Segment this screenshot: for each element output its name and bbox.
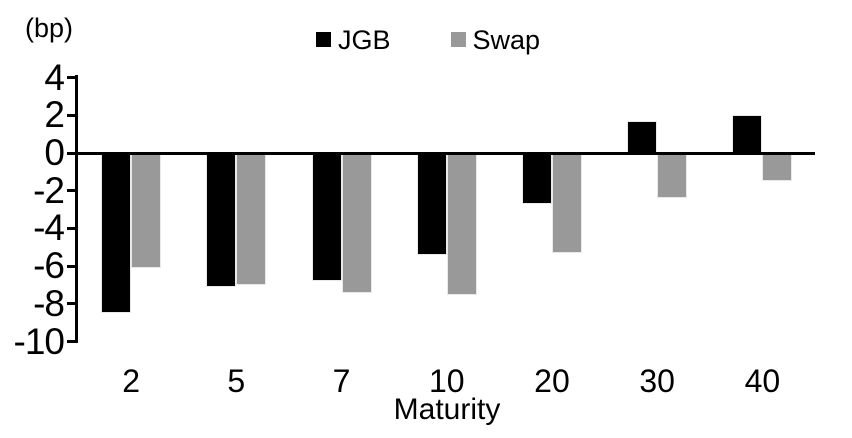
y-axis-tick-label: 4 [44, 56, 65, 98]
x-axis-tick-label: 20 [534, 363, 570, 399]
y-axis-tick [67, 264, 77, 268]
y-axis-tick [67, 151, 77, 155]
y-axis-tick-label: -8 [33, 282, 65, 324]
swap-legend-swatch-icon [450, 32, 466, 47]
bar-swap-maturity-2 [131, 153, 162, 269]
legend-item-jgb: JGB [316, 25, 391, 55]
y-axis-tick [67, 226, 77, 230]
legend-label-jgb: JGB [338, 25, 391, 55]
y-axis-tick-label: -10 [13, 320, 65, 362]
zero-baseline [75, 151, 815, 155]
bar-jgb-maturity-10 [416, 153, 447, 255]
x-axis-tick-label: 2 [122, 363, 140, 399]
legend: JGB Swap [316, 25, 540, 55]
x-axis-tick-label: 7 [332, 363, 351, 399]
y-axis-unit-label: (bp) [25, 13, 74, 43]
bar-swap-maturity-7 [341, 153, 372, 293]
y-axis-tick-label: -2 [33, 169, 65, 211]
bar-jgb-maturity-40 [732, 115, 763, 153]
y-axis-tick-label: 2 [44, 94, 65, 136]
bar-swap-maturity-30 [657, 153, 688, 199]
y-axis-tick [67, 76, 77, 80]
bar-jgb-maturity-30 [627, 120, 658, 153]
y-axis-tick-label: 0 [44, 132, 65, 173]
bar-jgb-maturity-2 [101, 153, 132, 314]
bar-jgb-maturity-7 [311, 153, 342, 282]
x-axis-title: Maturity [393, 393, 501, 426]
bar-swap-maturity-5 [236, 153, 267, 286]
x-axis-tick-label: 30 [639, 363, 675, 399]
x-axis-tick-label: 5 [227, 363, 246, 399]
bar-jgb-maturity-20 [521, 153, 552, 204]
jgb-legend-swatch-icon [316, 32, 331, 47]
x-axis-tick-label: 40 [744, 363, 781, 399]
y-axis-tick-label: -4 [33, 207, 65, 249]
y-axis-tick [67, 302, 77, 306]
y-axis-line [75, 75, 78, 343]
y-axis-tick-label: -6 [33, 245, 65, 287]
bar-swap-maturity-40 [762, 153, 793, 182]
bar-jgb-maturity-5 [206, 153, 237, 287]
bar-swap-maturity-20 [551, 153, 582, 253]
legend-item-swap: Swap [450, 25, 541, 55]
y-axis-tick [67, 113, 77, 117]
legend-label-swap: Swap [472, 25, 541, 55]
x-axis-tick-label: 10 [428, 363, 465, 399]
y-axis-tick [67, 340, 77, 344]
bar-swap-maturity-10 [446, 153, 477, 295]
y-axis-tick [67, 189, 77, 193]
